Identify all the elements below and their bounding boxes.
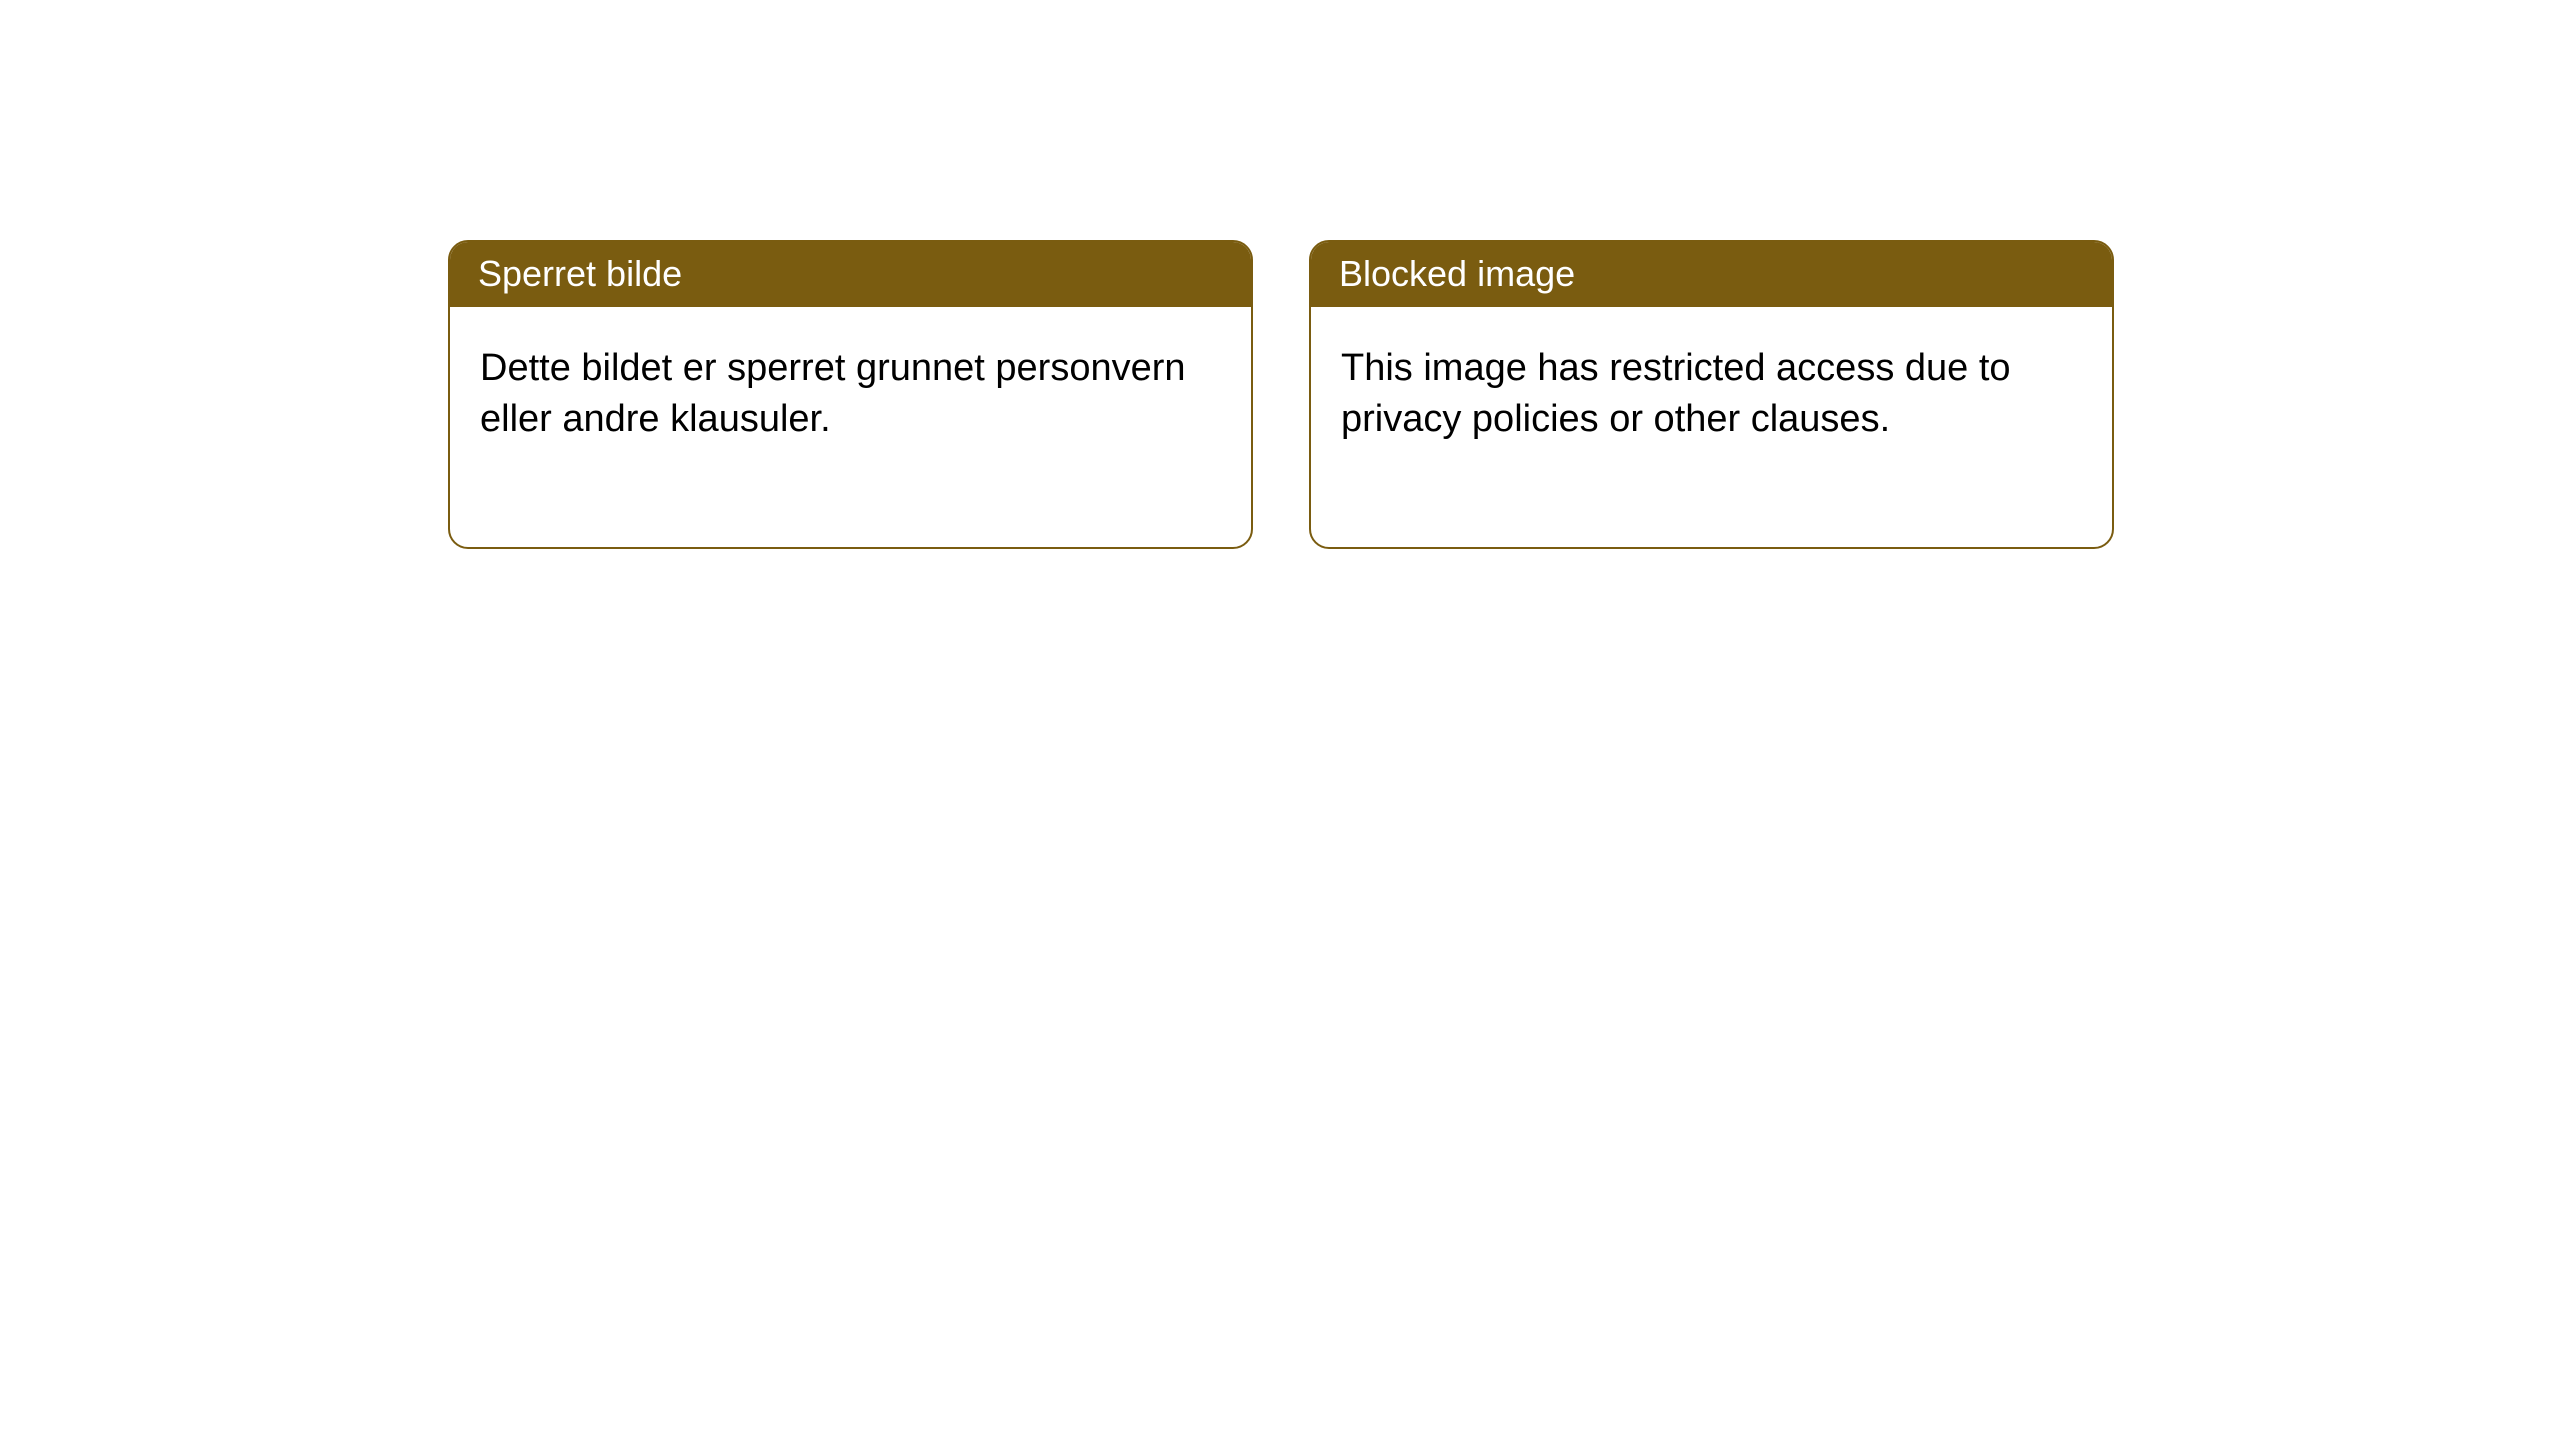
notice-title-english: Blocked image <box>1311 242 2112 307</box>
notice-title-norwegian: Sperret bilde <box>450 242 1251 307</box>
notice-card-english: Blocked image This image has restricted … <box>1309 240 2114 549</box>
notice-container: Sperret bilde Dette bildet er sperret gr… <box>448 240 2114 549</box>
notice-card-norwegian: Sperret bilde Dette bildet er sperret gr… <box>448 240 1253 549</box>
notice-body-norwegian: Dette bildet er sperret grunnet personve… <box>450 307 1251 547</box>
notice-body-english: This image has restricted access due to … <box>1311 307 2112 547</box>
